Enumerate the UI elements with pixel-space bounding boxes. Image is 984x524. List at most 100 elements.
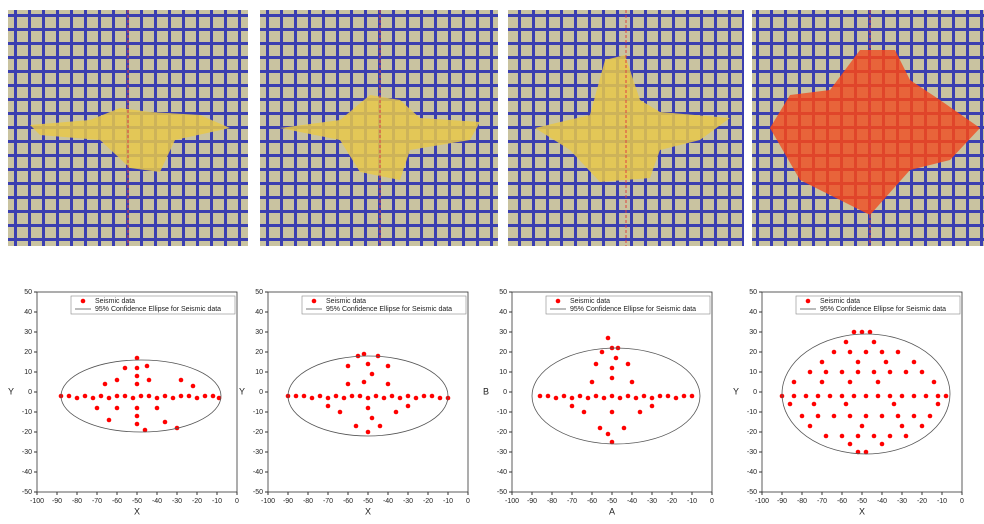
legend-label: Seismic data xyxy=(326,298,366,305)
point xyxy=(649,395,655,401)
point xyxy=(405,403,411,409)
y-tick-label: 50 xyxy=(499,289,507,296)
y-tick-label: -50 xyxy=(253,489,263,496)
point xyxy=(178,393,184,399)
x-tick-label: -60 xyxy=(837,498,847,505)
legend-label: 95% Confidence Ellipse for Seismic data xyxy=(820,306,946,313)
y-tick-label: -50 xyxy=(22,489,32,496)
point xyxy=(605,335,611,341)
point xyxy=(843,339,849,345)
point xyxy=(879,413,885,419)
point xyxy=(353,423,359,429)
y-tick-label: 30 xyxy=(24,329,32,336)
point xyxy=(871,339,877,345)
x-tick-label: -60 xyxy=(343,498,353,505)
point xyxy=(134,413,140,419)
point xyxy=(437,395,443,401)
point xyxy=(621,425,627,431)
y-tick-label: -10 xyxy=(747,409,757,416)
point xyxy=(887,393,893,399)
x-tick-label: -90 xyxy=(283,498,293,505)
point xyxy=(293,393,299,399)
point xyxy=(887,433,893,439)
y-tick-label: 30 xyxy=(499,329,507,336)
point xyxy=(162,393,168,399)
x-tick-label: -100 xyxy=(505,498,519,505)
point xyxy=(381,395,387,401)
point xyxy=(122,365,128,371)
y-axis-label: Y xyxy=(733,386,739,396)
point xyxy=(106,395,112,401)
point xyxy=(609,393,615,399)
y-tick-label: 10 xyxy=(255,369,263,376)
x-tick-label: -80 xyxy=(303,498,313,505)
chart: -100 -90 -80 -70 -60 -50 -40 -30 -20 -10 0-50-40-3… xyxy=(733,289,964,517)
x-tick-label: -10 xyxy=(212,498,222,505)
point xyxy=(847,379,853,385)
point xyxy=(345,363,351,369)
y-tick-label: 50 xyxy=(749,289,757,296)
plot-frame xyxy=(761,291,963,493)
point xyxy=(421,393,427,399)
point xyxy=(341,395,347,401)
x-tick-label: -20 xyxy=(917,498,927,505)
y-tick-label: -50 xyxy=(497,489,507,496)
legend-marker xyxy=(80,298,86,304)
point xyxy=(819,359,825,365)
point xyxy=(911,393,917,399)
point xyxy=(879,441,885,447)
point xyxy=(357,393,363,399)
x-tick-label: -60 xyxy=(587,498,597,505)
point xyxy=(843,401,849,407)
point xyxy=(859,423,865,429)
point xyxy=(665,393,671,399)
point xyxy=(178,377,184,383)
point xyxy=(819,379,825,385)
y-tick-label: -30 xyxy=(253,449,263,456)
point xyxy=(923,393,929,399)
y-tick-label: 0 xyxy=(28,389,32,396)
point xyxy=(202,393,208,399)
point xyxy=(90,395,96,401)
point xyxy=(194,395,200,401)
point xyxy=(791,379,797,385)
x-tick-label: -90 xyxy=(527,498,537,505)
confidence-ellipse xyxy=(287,355,449,437)
x-tick-label: -40 xyxy=(877,498,887,505)
y-tick-label: -30 xyxy=(747,449,757,456)
point xyxy=(899,393,905,399)
point xyxy=(887,369,893,375)
y-tick-label: -20 xyxy=(497,429,507,436)
point xyxy=(637,409,643,415)
point xyxy=(553,395,559,401)
legend-box xyxy=(301,295,467,315)
y-tick-label: 40 xyxy=(749,309,757,316)
x-tick-label: -20 xyxy=(192,498,202,505)
point xyxy=(405,393,411,399)
y-tick-label: -10 xyxy=(253,409,263,416)
point xyxy=(875,379,881,385)
point xyxy=(162,419,168,425)
point xyxy=(689,393,695,399)
y-tick-label: -40 xyxy=(747,469,757,476)
point xyxy=(537,393,543,399)
y-tick-label: -20 xyxy=(253,429,263,436)
y-tick-label: -20 xyxy=(747,429,757,436)
point xyxy=(791,393,797,399)
point xyxy=(569,403,575,409)
point xyxy=(863,413,869,419)
point xyxy=(855,433,861,439)
y-tick-label: -20 xyxy=(22,429,32,436)
x-tick-label: -90 xyxy=(52,498,62,505)
point xyxy=(943,393,949,399)
point xyxy=(369,371,375,377)
point xyxy=(851,393,857,399)
point xyxy=(807,423,813,429)
point xyxy=(577,393,583,399)
point xyxy=(891,401,897,407)
point xyxy=(935,401,941,407)
x-tick-label: -30 xyxy=(647,498,657,505)
point xyxy=(154,405,160,411)
panel xyxy=(752,10,984,246)
x-tick-label: -20 xyxy=(667,498,677,505)
